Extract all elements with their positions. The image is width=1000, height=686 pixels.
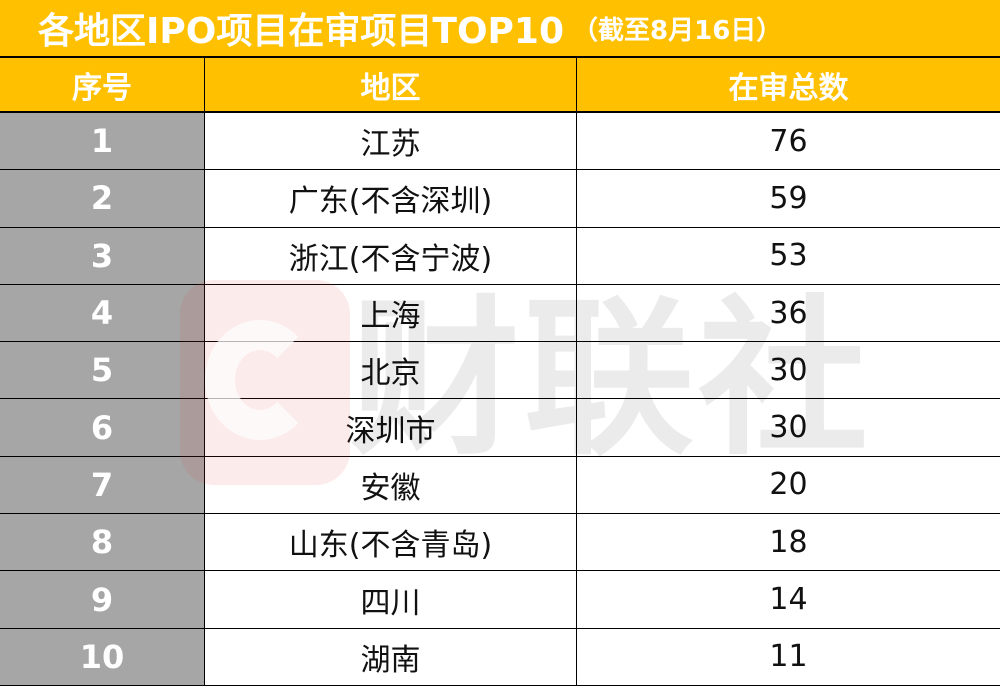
table-cell: 山东(不含青岛) [205, 514, 577, 571]
table-cell: 安徽 [205, 456, 577, 514]
table-cell: 上海 [205, 284, 577, 342]
column-header: 地区 [205, 58, 577, 111]
table-row: 8 山东(不含青岛) 18 [0, 514, 1000, 572]
table-row: 9 四川 14 [0, 571, 1000, 629]
table-row: 3 浙江(不含宁波) 53 [0, 227, 1000, 285]
table-cell: 6 [0, 399, 205, 456]
table-cell: 36 [769, 295, 808, 331]
table-cell: 30 [769, 410, 808, 446]
table-cell: 7 [0, 456, 205, 514]
table-cell: 10 [0, 628, 205, 685]
table-cell: 53 [769, 238, 808, 274]
table-row: 1 江苏 76 [0, 113, 1000, 171]
table-cell: 浙江(不含宁波) [205, 227, 577, 284]
table-cell: 深圳市 [205, 399, 577, 456]
table-cell: 30 [769, 352, 808, 388]
table-cell: 3 [0, 227, 205, 284]
table-cell: 北京 [205, 342, 577, 399]
table-cell: 14 [769, 582, 808, 618]
table-cell: 5 [0, 342, 205, 399]
table-cell: 4 [0, 284, 205, 342]
column-header: 序号 [0, 58, 205, 111]
table-cell: 9 [0, 571, 205, 628]
table-cell: 2 [0, 170, 205, 227]
table-cell: 11 [769, 639, 808, 675]
table-cell: 四川 [205, 571, 577, 628]
watermark-logo-c [205, 320, 315, 440]
table-row: 6 深圳市 30 [0, 399, 1000, 457]
table-cell: 1 [0, 113, 205, 170]
subtitle: （截至8月16日） [572, 15, 783, 46]
title-bar: 各地区IPO项目在审项目TOP10 （截至8月16日） [0, 0, 1000, 58]
table-row: 5 北京 30 [0, 342, 1000, 400]
table-cell: 76 [769, 123, 808, 159]
table-row: 2 广东(不含深圳) 59 [0, 170, 1000, 228]
table-cell: 18 [769, 524, 808, 560]
table-row: 4 上海 36 [0, 284, 1000, 343]
table: 序号 地区 在审总数 1 江苏 76 2 广东(不含深圳) 59 3 浙江(不含宁波) 53 4 上海 36… [0, 58, 1000, 686]
header-row: 序号 地区 在审总数 [0, 58, 1000, 113]
table-row: 7 安徽 20 [0, 456, 1000, 515]
table-cell: 8 [0, 514, 205, 571]
table-cell: 59 [769, 180, 808, 216]
table-cell: 广东(不含深圳) [205, 170, 577, 227]
table-cell: 湖南 [205, 628, 577, 685]
column-header: 在审总数 [728, 70, 849, 106]
table-cell: 江苏 [205, 113, 577, 170]
title: 各地区IPO项目在审项目TOP10 [38, 11, 565, 52]
table-cell: 20 [769, 467, 808, 503]
table-row: 10 湖南 11 [0, 628, 1000, 686]
